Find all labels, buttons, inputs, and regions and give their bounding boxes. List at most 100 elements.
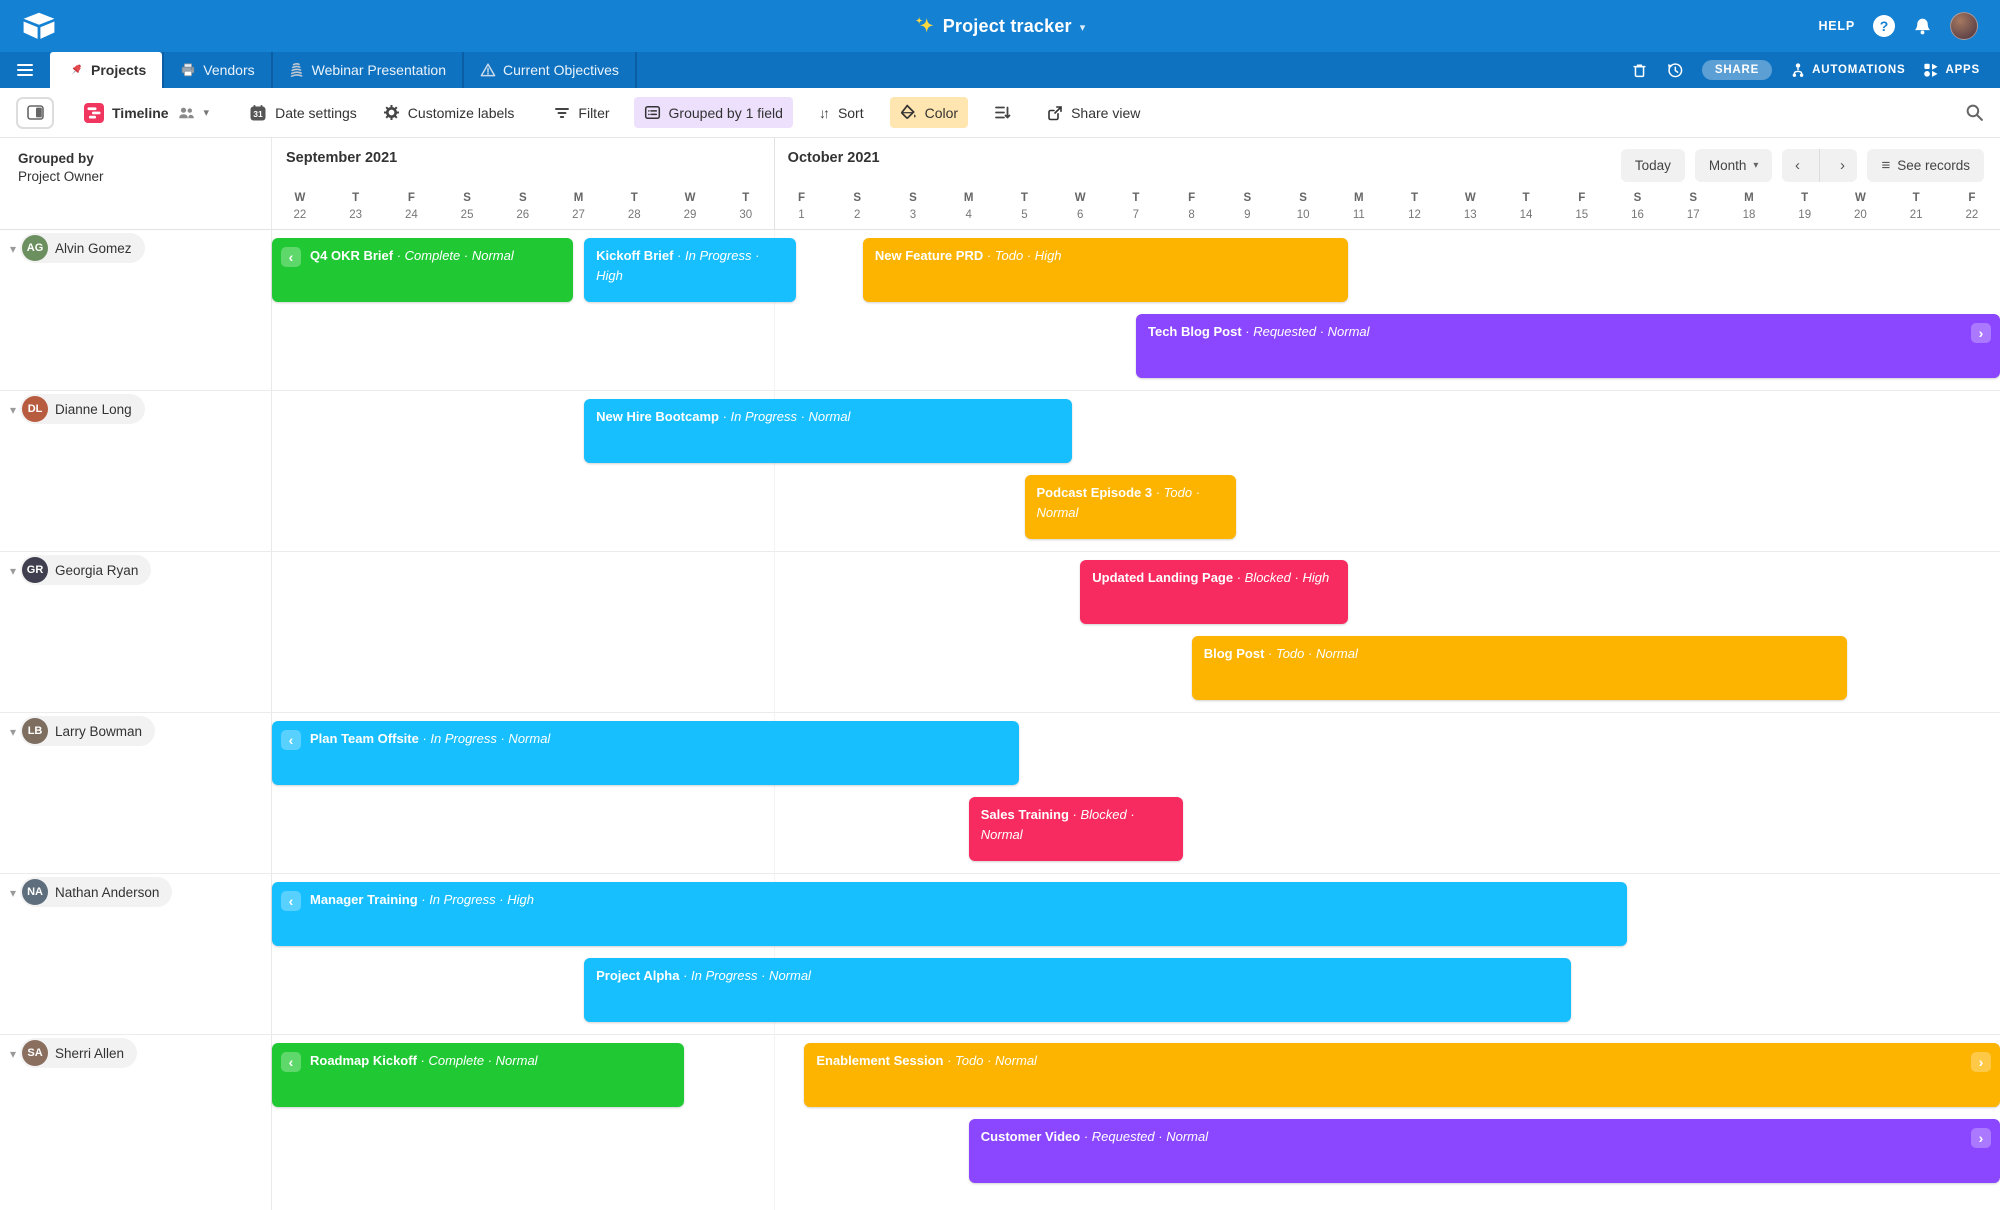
search-icon[interactable] <box>1965 103 1984 122</box>
see-records-button[interactable]: ≡ See records <box>1867 149 1984 182</box>
color-button[interactable]: Color <box>889 97 969 128</box>
extends-left-icon[interactable]: ‹ <box>281 1052 301 1072</box>
record-bar[interactable]: Project Alpha · In Progress · Normal <box>584 958 1571 1022</box>
record-status: · Requested <box>1241 324 1317 339</box>
help-question-icon[interactable]: ? <box>1873 15 1895 37</box>
extends-right-icon[interactable]: › <box>1971 323 1991 343</box>
view-switcher[interactable]: Timeline ▾ <box>74 96 219 130</box>
record-bar[interactable]: Sales Training · Blocked · Normal <box>968 797 1184 861</box>
month-label: September 2021 <box>286 150 398 166</box>
list-icon: ≡ <box>1881 157 1891 174</box>
share-view-button[interactable]: Share view <box>1037 98 1150 128</box>
record-priority: · High <box>1023 248 1062 263</box>
prev-page-button[interactable]: ‹ <box>1794 157 1800 174</box>
record-bar[interactable]: ‹ Q4 OKR Brief · Complete · Normal <box>272 238 573 302</box>
day-tick: W 29 <box>683 191 697 221</box>
record-bar[interactable]: Updated Landing Page · Blocked · High <box>1080 560 1348 624</box>
timeline-nav: ‹ › <box>1782 149 1858 182</box>
help-link[interactable]: HELP <box>1818 19 1855 33</box>
record-bar[interactable]: › Tech Blog Post · Requested · Normal <box>1136 314 2000 378</box>
tab-vendors[interactable]: Vendors <box>162 52 270 88</box>
record-status: · Blocked <box>1233 570 1291 585</box>
notifications-bell-icon[interactable] <box>1913 17 1932 36</box>
row-height-button[interactable] <box>984 97 1021 128</box>
record-bar[interactable]: › Enablement Session · Todo · Normal <box>804 1043 2000 1107</box>
record-title: Updated Landing Page <box>1092 570 1234 585</box>
extends-right-icon[interactable]: › <box>1970 1052 1991 1072</box>
record-bar[interactable]: ‹ Manager Training · In Progress · High <box>272 882 1627 946</box>
sort-arrows-icon: ↓↑ <box>818 104 830 121</box>
collapse-group-icon[interactable]: ▾ <box>10 564 17 578</box>
day-tick: W 22 <box>293 191 307 221</box>
sidebar-toggle-button[interactable] <box>16 96 54 129</box>
extends-right-icon[interactable]: › <box>1970 1128 1991 1148</box>
share-view-icon <box>1047 105 1063 121</box>
day-tick: F 15 <box>1575 191 1589 221</box>
avatar: AG <box>22 235 49 261</box>
share-button[interactable]: SHARE <box>1701 60 1773 80</box>
record-status: · In Progress <box>679 968 758 983</box>
collapse-group-icon[interactable]: ▾ <box>10 242 17 256</box>
airtable-logo-icon[interactable] <box>22 12 56 40</box>
group-owner-pill[interactable]: LB Larry Bowman <box>20 716 156 746</box>
today-button[interactable]: Today <box>1620 149 1685 182</box>
group-owner-pill[interactable]: AG Alvin Gomez <box>20 233 145 263</box>
day-tick: T 21 <box>1909 191 1923 221</box>
gear-icon <box>383 104 400 121</box>
customize-labels-button[interactable]: Customize labels <box>373 97 525 128</box>
record-status: · In Progress <box>673 248 752 263</box>
zoom-level-select[interactable]: Month ▾ <box>1694 149 1773 182</box>
group-button[interactable]: Grouped by 1 field <box>633 97 793 128</box>
tab-projects[interactable]: Projects <box>50 52 163 88</box>
record-bar[interactable]: ‹ Roadmap Kickoff · Complete · Normal <box>272 1043 685 1107</box>
automations-button[interactable]: AUTOMATIONS <box>1790 62 1905 78</box>
record-bar[interactable]: New Hire Bootcamp · In Progress · Normal <box>584 399 1072 463</box>
trash-icon[interactable] <box>1631 62 1648 79</box>
filter-button[interactable]: Filter <box>544 98 619 128</box>
next-page-button[interactable]: › <box>1839 157 1845 174</box>
avatar: DL <box>22 396 49 422</box>
user-avatar[interactable] <box>1950 12 1978 40</box>
record-bar[interactable]: › Customer Video · Requested · Normal <box>968 1119 2000 1183</box>
record-status: · In Progress <box>417 892 496 907</box>
collapse-group-icon[interactable]: ▾ <box>10 1047 17 1061</box>
svg-text:31: 31 <box>253 109 263 119</box>
record-title: Manager Training <box>310 892 418 907</box>
base-title[interactable]: Project tracker ▾ <box>915 0 1085 52</box>
history-icon[interactable] <box>1666 61 1684 79</box>
timeline-date-header: Today Month ▾ ‹ › ≡ See records September… <box>272 138 2000 229</box>
group-owner-pill[interactable]: GR Georgia Ryan <box>20 555 152 585</box>
day-tick: T 14 <box>1519 191 1533 221</box>
collapse-group-icon[interactable]: ▾ <box>10 725 17 739</box>
record-bar[interactable]: Kickoff Brief · In Progress · High <box>584 238 796 302</box>
group-owner-pill[interactable]: NA Nathan Anderson <box>20 877 173 907</box>
record-status: · Complete <box>393 248 461 263</box>
day-tick: T 12 <box>1408 191 1421 221</box>
timeline-header: Grouped by Project Owner Today Month ▾ ‹ … <box>0 138 2000 230</box>
record-bar[interactable]: Blog Post · Todo · Normal <box>1191 636 1847 700</box>
apps-button[interactable]: APPS <box>1923 62 1980 78</box>
group-owner-pill[interactable]: DL Dianne Long <box>20 394 145 424</box>
record-bar[interactable]: ‹ Plan Team Offsite · In Progress · Norma… <box>272 721 1019 785</box>
tab-webinar-presentation[interactable]: Webinar Presentation <box>270 52 462 88</box>
record-bar[interactable]: Podcast Episode 3 · Todo · Normal <box>1024 475 1237 539</box>
record-priority: · Normal <box>496 731 551 746</box>
group-owner-pill[interactable]: SA Sherri Allen <box>20 1038 138 1068</box>
date-settings-button[interactable]: 31 Date settings <box>239 97 367 129</box>
menu-hamburger-icon[interactable] <box>0 52 50 88</box>
extends-left-icon[interactable]: ‹ <box>281 247 301 267</box>
calendar-icon: 31 <box>249 104 267 122</box>
tab-current-objectives[interactable]: Current Objectives <box>462 52 637 88</box>
automations-icon <box>1790 62 1806 78</box>
collapse-group-icon[interactable]: ▾ <box>10 403 17 417</box>
record-priority: · Normal <box>1304 646 1358 661</box>
record-priority: · Normal <box>1316 324 1370 339</box>
extends-left-icon[interactable]: ‹ <box>281 730 301 750</box>
record-status: · Complete <box>416 1053 485 1068</box>
sort-button[interactable]: ↓↑ Sort <box>818 104 864 121</box>
record-bar[interactable]: New Feature PRD · Todo · High <box>862 238 1348 302</box>
collapse-group-icon[interactable]: ▾ <box>10 886 17 900</box>
extends-left-icon[interactable]: ‹ <box>281 891 301 911</box>
